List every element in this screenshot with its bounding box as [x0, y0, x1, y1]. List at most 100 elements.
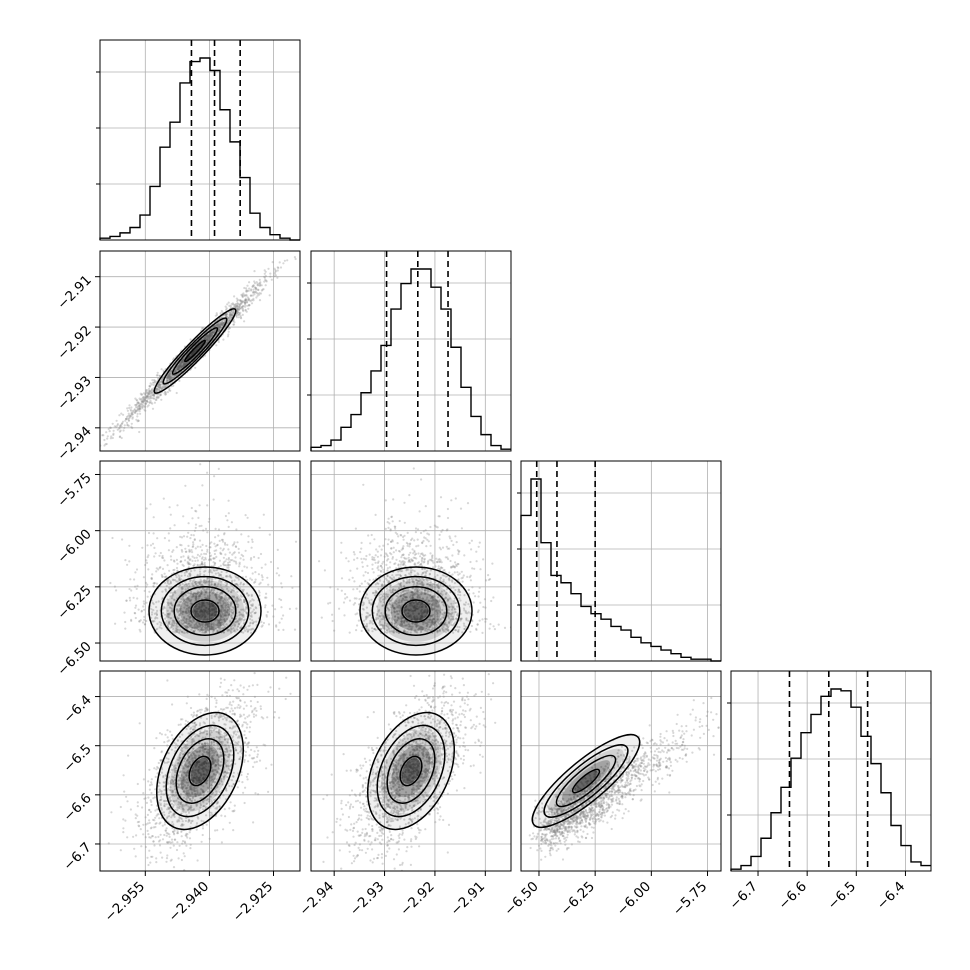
sample-point	[211, 622, 214, 626]
sample-point	[231, 302, 234, 305]
sample-point	[167, 532, 170, 535]
sample-point	[150, 391, 153, 394]
sample-point	[200, 553, 203, 556]
sample-point	[155, 395, 158, 398]
sample-point	[226, 608, 230, 612]
sample-point	[174, 629, 177, 632]
sample-point	[267, 267, 270, 270]
sample-point	[353, 558, 356, 561]
sample-point	[191, 626, 194, 629]
sample-point	[247, 298, 250, 301]
sample-point	[174, 369, 177, 372]
sample-point	[94, 450, 96, 452]
sample-point	[256, 292, 259, 295]
sample-point	[108, 430, 111, 433]
sample-point	[207, 580, 210, 584]
sample-point	[274, 269, 277, 272]
sample-point	[204, 337, 207, 340]
sample-point	[200, 592, 203, 595]
sample-point	[198, 603, 201, 606]
sample-point	[201, 563, 204, 566]
sample-point	[211, 571, 214, 574]
sample-point	[143, 406, 147, 409]
sample-point	[153, 394, 156, 397]
sample-point	[156, 609, 159, 613]
sample-point	[255, 291, 258, 294]
sample-point	[167, 621, 171, 624]
sample-point	[181, 358, 185, 361]
sample-point	[182, 363, 185, 366]
sample-point	[178, 584, 181, 587]
sample-point	[135, 409, 138, 412]
sample-point	[180, 536, 184, 539]
sample-point	[165, 584, 168, 587]
sample-point	[204, 564, 207, 567]
sample-point	[202, 529, 205, 532]
sample-point	[190, 352, 193, 355]
sample-point	[249, 607, 252, 610]
sample-point	[199, 608, 202, 611]
sample-point	[146, 395, 149, 398]
sample-point	[248, 304, 251, 307]
sample-point	[219, 610, 222, 613]
sample-point	[198, 581, 201, 584]
sample-point	[254, 606, 257, 609]
sample-point	[210, 624, 213, 627]
sample-point	[263, 275, 266, 278]
sample-point	[159, 385, 162, 388]
sample-point	[221, 540, 225, 543]
sample-point	[186, 361, 189, 364]
sample-point	[125, 417, 128, 420]
sample-point	[196, 584, 199, 588]
sample-point	[149, 395, 152, 398]
sample-point	[220, 309, 223, 313]
sample-point	[195, 585, 198, 588]
sample-point	[264, 596, 267, 599]
sample-point	[190, 626, 193, 629]
sample-point	[219, 326, 222, 329]
sample-point	[147, 395, 150, 398]
sample-point	[136, 406, 139, 409]
sample-point	[151, 542, 155, 545]
sample-point	[195, 626, 199, 630]
sample-point	[142, 576, 145, 579]
sample-point	[239, 299, 242, 302]
panel-frame	[99, 250, 301, 452]
sample-point	[149, 399, 152, 402]
sample-point	[199, 545, 202, 549]
sample-point	[142, 400, 145, 403]
sample-point	[291, 586, 294, 590]
sample-point	[145, 390, 148, 393]
sample-point	[240, 305, 243, 308]
sample-point	[187, 609, 190, 612]
sample-point	[373, 538, 376, 541]
sample-point	[220, 323, 223, 326]
sample-point	[148, 401, 151, 404]
sample-point	[168, 376, 171, 379]
sample-point	[260, 620, 263, 624]
sample-point	[212, 557, 215, 560]
sample-point	[235, 603, 238, 606]
sample-point	[173, 524, 176, 527]
sample-point	[192, 564, 195, 567]
sample-point	[200, 583, 203, 586]
sample-point	[170, 558, 173, 561]
sample-point	[429, 544, 432, 547]
sample-point	[109, 426, 112, 429]
sample-point	[206, 628, 209, 632]
sample-point	[224, 313, 227, 316]
sample-point	[234, 302, 237, 306]
sample-point	[267, 583, 270, 586]
sample-point	[143, 608, 146, 611]
sample-point	[278, 597, 281, 601]
sample-point	[276, 266, 279, 269]
sample-point	[185, 584, 188, 587]
sample-point	[218, 539, 221, 543]
sample-point	[147, 387, 151, 391]
sample-point	[205, 581, 208, 584]
sample-point	[201, 629, 204, 632]
sample-point	[134, 405, 138, 409]
sample-point	[155, 601, 158, 604]
sample-point	[143, 397, 146, 400]
sample-point	[253, 612, 256, 615]
